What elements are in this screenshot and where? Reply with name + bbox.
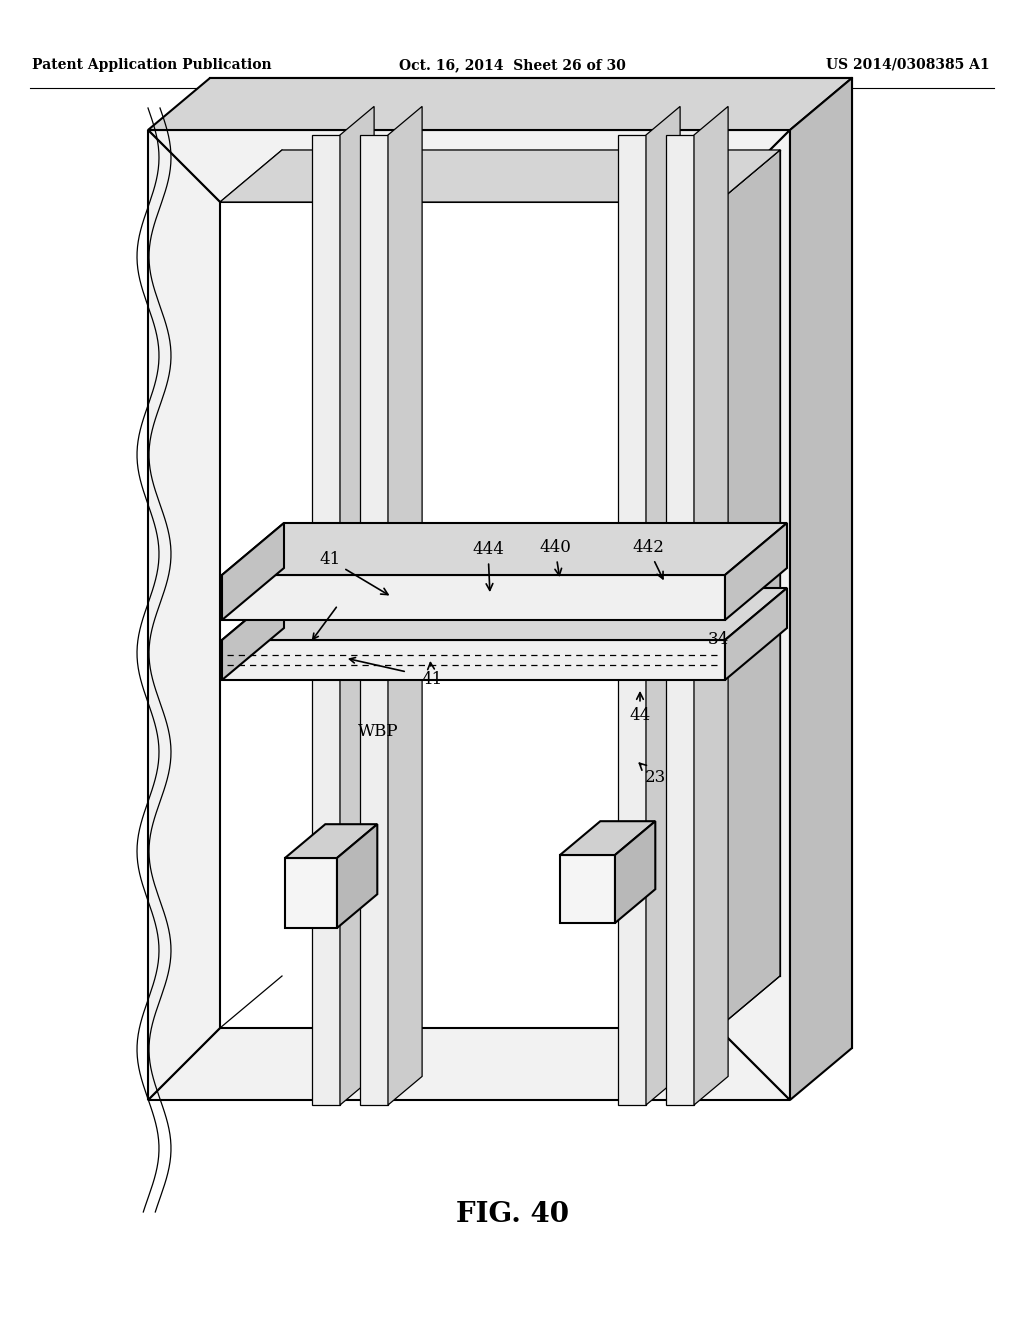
Polygon shape (222, 587, 284, 680)
Polygon shape (360, 135, 388, 1105)
Polygon shape (222, 576, 725, 620)
Text: 440: 440 (539, 540, 571, 576)
Polygon shape (340, 107, 374, 1105)
Polygon shape (725, 587, 787, 680)
Text: 41: 41 (319, 552, 388, 594)
Polygon shape (790, 78, 852, 1100)
Text: 444: 444 (472, 541, 504, 590)
Text: 23: 23 (639, 763, 666, 787)
Polygon shape (222, 523, 284, 620)
Text: 34: 34 (708, 631, 729, 648)
Polygon shape (148, 129, 790, 202)
Text: Oct. 16, 2014  Sheet 26 of 30: Oct. 16, 2014 Sheet 26 of 30 (398, 58, 626, 73)
Polygon shape (148, 129, 220, 1100)
Polygon shape (285, 858, 337, 928)
Polygon shape (646, 107, 680, 1105)
Polygon shape (222, 587, 787, 640)
Text: WBP: WBP (357, 723, 398, 741)
Polygon shape (388, 107, 422, 1105)
Text: US 2014/0308385 A1: US 2014/0308385 A1 (826, 58, 990, 73)
Polygon shape (148, 78, 852, 129)
Polygon shape (666, 135, 694, 1105)
Text: Patent Application Publication: Patent Application Publication (32, 58, 271, 73)
Polygon shape (560, 821, 655, 855)
Text: 442: 442 (632, 540, 664, 579)
Polygon shape (222, 640, 725, 680)
Polygon shape (718, 150, 780, 1028)
Polygon shape (285, 824, 377, 858)
Polygon shape (718, 129, 790, 1100)
Polygon shape (148, 1028, 790, 1100)
Text: 41: 41 (421, 663, 442, 689)
Polygon shape (615, 821, 655, 923)
Polygon shape (222, 523, 787, 576)
Polygon shape (725, 523, 787, 620)
Polygon shape (560, 855, 615, 923)
Text: FIG. 40: FIG. 40 (456, 1201, 568, 1229)
Polygon shape (337, 824, 377, 928)
Polygon shape (694, 107, 728, 1105)
Polygon shape (618, 135, 646, 1105)
Text: 44: 44 (630, 693, 650, 723)
Polygon shape (220, 150, 780, 202)
Polygon shape (312, 135, 340, 1105)
